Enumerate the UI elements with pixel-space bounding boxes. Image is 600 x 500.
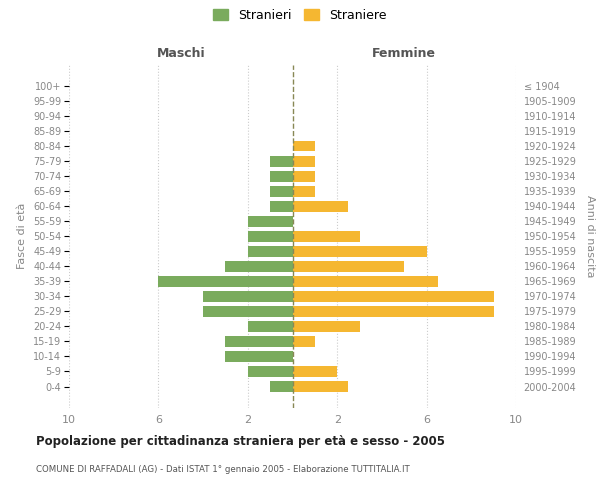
Bar <box>226 336 293 347</box>
Y-axis label: Fasce di età: Fasce di età <box>17 203 28 270</box>
Legend: Stranieri, Straniere: Stranieri, Straniere <box>211 6 389 24</box>
Bar <box>293 321 359 332</box>
Text: COMUNE DI RAFFADALI (AG) - Dati ISTAT 1° gennaio 2005 - Elaborazione TUTTITALIA.: COMUNE DI RAFFADALI (AG) - Dati ISTAT 1°… <box>36 465 410 474</box>
Bar <box>203 291 293 302</box>
Bar <box>293 170 315 181</box>
Bar <box>293 306 494 317</box>
Bar <box>293 291 494 302</box>
Bar <box>293 366 337 377</box>
Bar <box>293 156 315 166</box>
Bar <box>248 216 293 226</box>
Bar <box>158 276 293 286</box>
Bar <box>293 336 315 347</box>
Bar <box>248 366 293 377</box>
Bar <box>270 170 293 181</box>
Bar <box>226 261 293 272</box>
Bar <box>203 306 293 317</box>
Bar <box>248 246 293 256</box>
Bar <box>293 246 427 256</box>
Bar <box>248 231 293 241</box>
Bar <box>270 201 293 211</box>
Bar <box>293 381 349 392</box>
Bar <box>270 186 293 196</box>
Text: Popolazione per cittadinanza straniera per età e sesso - 2005: Popolazione per cittadinanza straniera p… <box>36 435 445 448</box>
Bar <box>270 156 293 166</box>
Bar <box>226 351 293 362</box>
Bar <box>293 261 404 272</box>
Text: Maschi: Maschi <box>157 47 205 60</box>
Bar <box>293 186 315 196</box>
Bar <box>293 276 438 286</box>
Bar <box>293 140 315 151</box>
Bar <box>248 321 293 332</box>
Bar <box>293 201 349 211</box>
Text: Femmine: Femmine <box>372 47 436 60</box>
Y-axis label: Anni di nascita: Anni di nascita <box>585 195 595 278</box>
Bar <box>270 381 293 392</box>
Bar <box>293 231 359 241</box>
